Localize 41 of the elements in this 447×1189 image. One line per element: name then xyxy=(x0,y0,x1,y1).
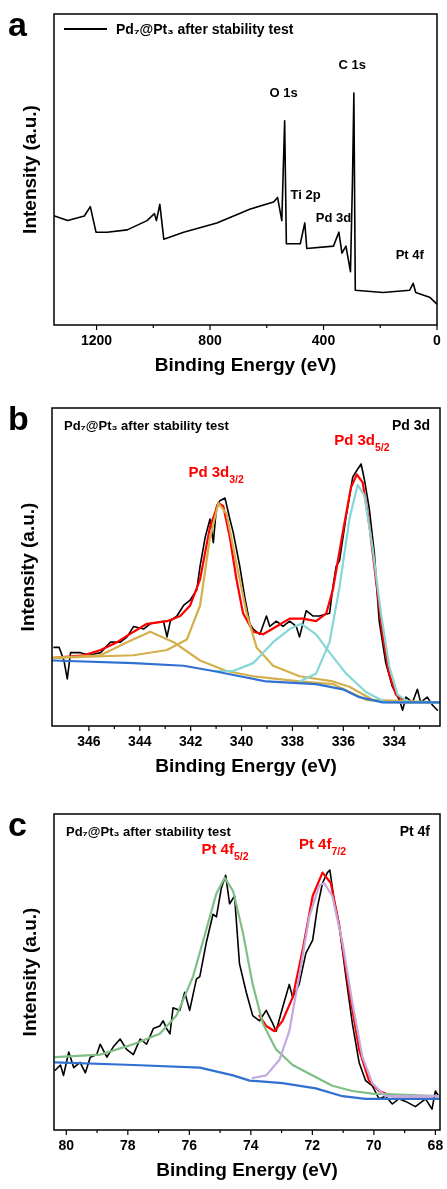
x-tick-label: 74 xyxy=(243,1137,259,1153)
annotation: O 1s xyxy=(269,84,298,100)
annotation: Pd 3d xyxy=(315,210,352,226)
annotation: C 1s xyxy=(338,57,366,72)
x-tick-label: 78 xyxy=(120,1137,136,1153)
x-axis-title: Binding Energy (eV) xyxy=(154,354,337,375)
x-tick-label: 346 xyxy=(77,733,101,749)
x-tick-label: 0 xyxy=(433,332,442,348)
x-tick-label: 70 xyxy=(366,1137,382,1153)
annotation: Pd 3d$_{5/2}$ xyxy=(334,431,390,454)
text: Pt 4f xyxy=(399,823,431,839)
annotation: Pt 4f xyxy=(395,247,425,263)
x-axis-title: Binding Energy (eV) xyxy=(155,755,337,776)
y-axis-title: Intensity (a.u.) xyxy=(19,105,40,234)
x-tick-label: 336 xyxy=(331,733,356,749)
chart-subtitle: Pd₇@Pt₃ after stability test xyxy=(64,418,230,433)
annotation: Pd 3d$_{3/2}$ xyxy=(188,462,244,485)
x-tick-label: 80 xyxy=(58,1137,75,1153)
x-tick-label: 334 xyxy=(382,733,407,749)
chart-subtitle: Pd₇@Pt₃ after stability test xyxy=(66,824,232,839)
x-axis-title: Binding Energy (eV) xyxy=(156,1159,338,1180)
x-tick-label: 72 xyxy=(304,1137,321,1153)
x-tick-label: 76 xyxy=(181,1137,198,1153)
chart-title: c xyxy=(8,805,27,843)
y-axis-title: Intensity (a.u.) xyxy=(17,502,38,632)
chart-title: b xyxy=(8,399,29,437)
annotation: Pt 4f$_{7/2}$ xyxy=(298,834,347,857)
x-tick-label: 800 xyxy=(198,332,222,348)
x-tick-label: 340 xyxy=(229,733,254,749)
x-tick-label: 400 xyxy=(311,332,336,348)
annotation: Pt 4f$_{5/2}$ xyxy=(201,839,249,862)
x-tick-label: 1200 xyxy=(80,332,113,348)
annotation: Ti 2p xyxy=(290,186,321,202)
x-tick-label: 68 xyxy=(427,1137,444,1153)
y-axis-title: Intensity (a.u.) xyxy=(19,907,40,1037)
text: Pd 3d xyxy=(391,417,430,433)
chart-title: a xyxy=(8,5,28,43)
x-tick-label: 344 xyxy=(128,733,152,749)
x-tick-label: 342 xyxy=(178,733,203,749)
legend-label: Pd₇@Pt₃ after stability test xyxy=(116,21,294,37)
x-tick-label: 338 xyxy=(280,733,305,749)
